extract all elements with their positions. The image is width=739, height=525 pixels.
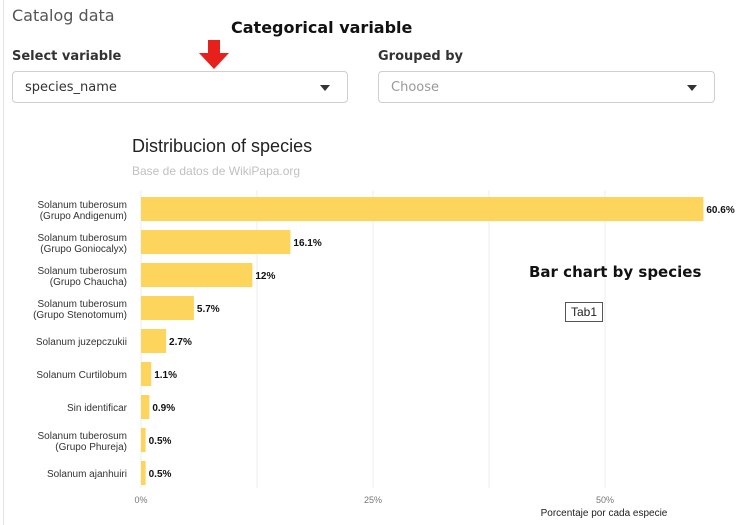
x-tick-label: 0% [134, 495, 147, 505]
bar-value-label: 0.5% [149, 469, 172, 480]
select-variable-value: species_name [25, 80, 117, 95]
category-label: (Grupo Andigenum) [40, 211, 127, 222]
chart-subtitle: Base de datos de WikiPapa.org [132, 164, 301, 178]
bar [141, 395, 150, 419]
category-label: Solanum tuberosum [38, 266, 128, 277]
x-tick-label: 50% [596, 495, 614, 505]
grouped-by-placeholder: Choose [391, 80, 439, 95]
bar-value-label: 1.1% [154, 370, 177, 381]
grouped-by-dropdown[interactable]: Choose [378, 71, 715, 103]
category-label: Solanum Curtilobum [36, 370, 127, 381]
bar [141, 428, 146, 452]
bar-value-label: 0.5% [149, 436, 172, 447]
bar [141, 230, 291, 254]
bar [141, 329, 167, 353]
down-arrow-icon [199, 40, 229, 69]
category-label: Solanum tuberosum [38, 299, 128, 310]
bar-value-label: 16.1% [293, 238, 321, 249]
category-label: Solanum tuberosum [38, 233, 128, 244]
bar [141, 296, 194, 320]
select-variable-label: Select variable [12, 49, 122, 64]
chevron-down-icon [687, 85, 697, 91]
category-label: (Grupo Chaucha) [50, 277, 127, 288]
category-label: (Grupo Stenotomum) [33, 310, 127, 321]
x-axis-label: Porcentaje por cada especie [541, 508, 668, 519]
bar-chart-annotation: Bar chart by species [529, 263, 702, 281]
bar [141, 263, 253, 287]
tab-badge[interactable]: Tab1 [565, 302, 604, 322]
bar-value-label: 2.7% [169, 337, 192, 348]
category-label: Solanum tuberosum [38, 431, 128, 442]
category-label: (Grupo Goniocalyx) [40, 244, 127, 255]
x-tick-label: 25% [364, 495, 382, 505]
panel-border [3, 0, 4, 525]
bar-value-label: 12% [255, 271, 275, 282]
page-title: Catalog data [12, 6, 115, 25]
categorical-variable-annotation: Categorical variable [231, 18, 413, 37]
category-label: Solanum tuberosum [38, 200, 128, 211]
select-variable-dropdown[interactable]: species_name [12, 71, 348, 103]
category-label: Solanum juzepczukii [36, 337, 127, 348]
chevron-down-icon [320, 85, 330, 91]
category-label: (Grupo Phureja) [55, 442, 127, 453]
bar [141, 461, 146, 485]
category-label: Solanum ajanhuiri [47, 469, 127, 480]
bar-value-label: 60.6% [706, 205, 734, 216]
bar-value-label: 0.9% [152, 403, 175, 414]
category-label: Sin identificar [67, 403, 128, 414]
bar [141, 362, 152, 386]
grouped-by-label: Grouped by [378, 49, 464, 64]
bar-value-label: 5.7% [197, 304, 220, 315]
bar [141, 197, 704, 221]
chart-title: Distribucion of species [132, 136, 313, 156]
